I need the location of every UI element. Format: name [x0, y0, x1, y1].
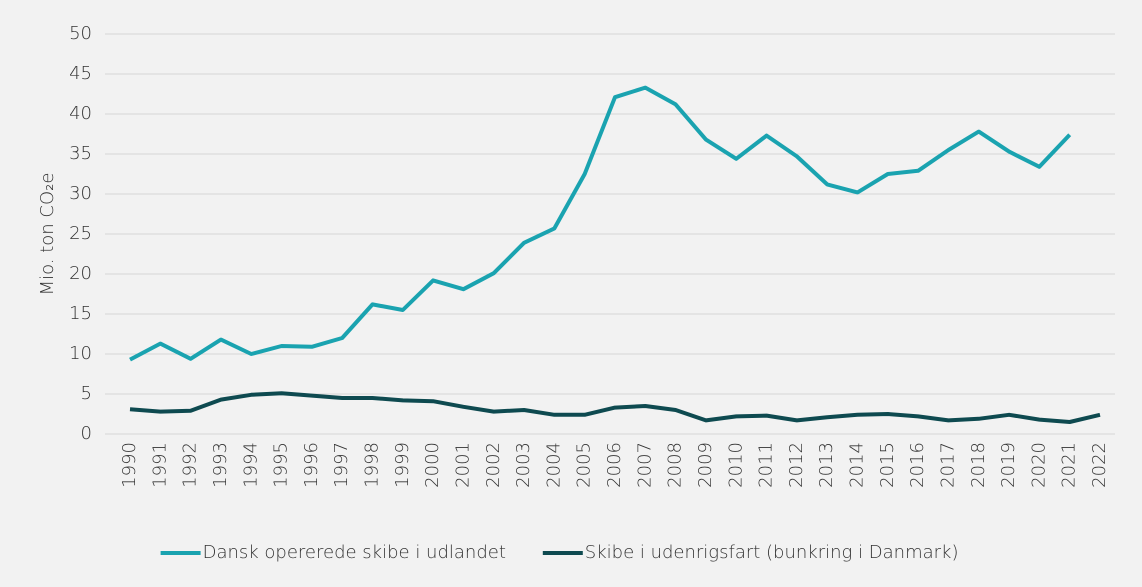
- legend-label: Dansk opererede skibe i udlandet: [203, 542, 506, 563]
- x-tick-label: 1992: [180, 442, 201, 488]
- y-tick-label: 40: [69, 103, 92, 124]
- x-tick-label: 2020: [1028, 442, 1049, 488]
- x-tick-label: 2016: [907, 442, 928, 488]
- y-tick-label: 30: [69, 183, 92, 204]
- x-tick-label: 2021: [1059, 442, 1080, 488]
- x-tick-label: 2015: [877, 442, 898, 488]
- y-tick-label: 50: [69, 23, 92, 44]
- x-tick-label: 1997: [331, 442, 352, 488]
- x-tick-label: 2012: [786, 442, 807, 488]
- y-tick-label: 5: [81, 383, 92, 404]
- x-tick-label: 2005: [574, 442, 595, 488]
- x-tick-label: 2019: [998, 442, 1019, 488]
- line-series: [129, 391, 1101, 424]
- x-tick-label: 2006: [604, 442, 625, 488]
- y-tick-label: 45: [69, 63, 92, 84]
- x-tick-label: 2009: [695, 442, 716, 488]
- x-tick-label: 2004: [543, 442, 564, 488]
- y-tick-label: 10: [69, 343, 92, 364]
- y-axis-label: Mio. ton CO₂e: [37, 173, 58, 296]
- x-tick-label: 2001: [452, 442, 473, 488]
- x-tick-label: 1993: [210, 442, 231, 488]
- y-tick-label: 25: [69, 223, 92, 244]
- x-tick-label: 2017: [937, 442, 958, 488]
- legend-label: Skibe i udenrigsfart (bunkring i Danmark…: [585, 542, 959, 563]
- x-tick-label: 1998: [362, 442, 383, 488]
- x-tick-label: 2007: [634, 442, 655, 488]
- x-tick-label: 2011: [756, 442, 777, 488]
- x-tick-label: 2013: [816, 442, 837, 488]
- x-tick-label: 2022: [1089, 442, 1110, 488]
- line-series: [129, 85, 1072, 362]
- x-tick-label: 1994: [240, 442, 261, 488]
- y-tick-label: 35: [69, 143, 92, 164]
- x-tick-label: 1995: [271, 442, 292, 488]
- x-tick-label: 2018: [968, 442, 989, 488]
- y-tick-label: 15: [69, 303, 92, 324]
- x-tick-label: 1996: [301, 442, 322, 488]
- x-tick-label: 1999: [392, 442, 413, 488]
- x-tick-label: 2000: [422, 442, 443, 488]
- y-tick-label: 0: [81, 423, 92, 444]
- x-tick-label: 2010: [725, 442, 746, 488]
- x-tick-label: 2002: [483, 442, 504, 488]
- x-tick-label: 1991: [149, 442, 170, 488]
- y-tick-label: 20: [69, 263, 92, 284]
- x-tick-label: 2014: [847, 442, 868, 488]
- x-tick-label: 2003: [513, 442, 534, 488]
- x-tick-label: 2008: [665, 442, 686, 488]
- x-tick-label: 1990: [119, 442, 140, 488]
